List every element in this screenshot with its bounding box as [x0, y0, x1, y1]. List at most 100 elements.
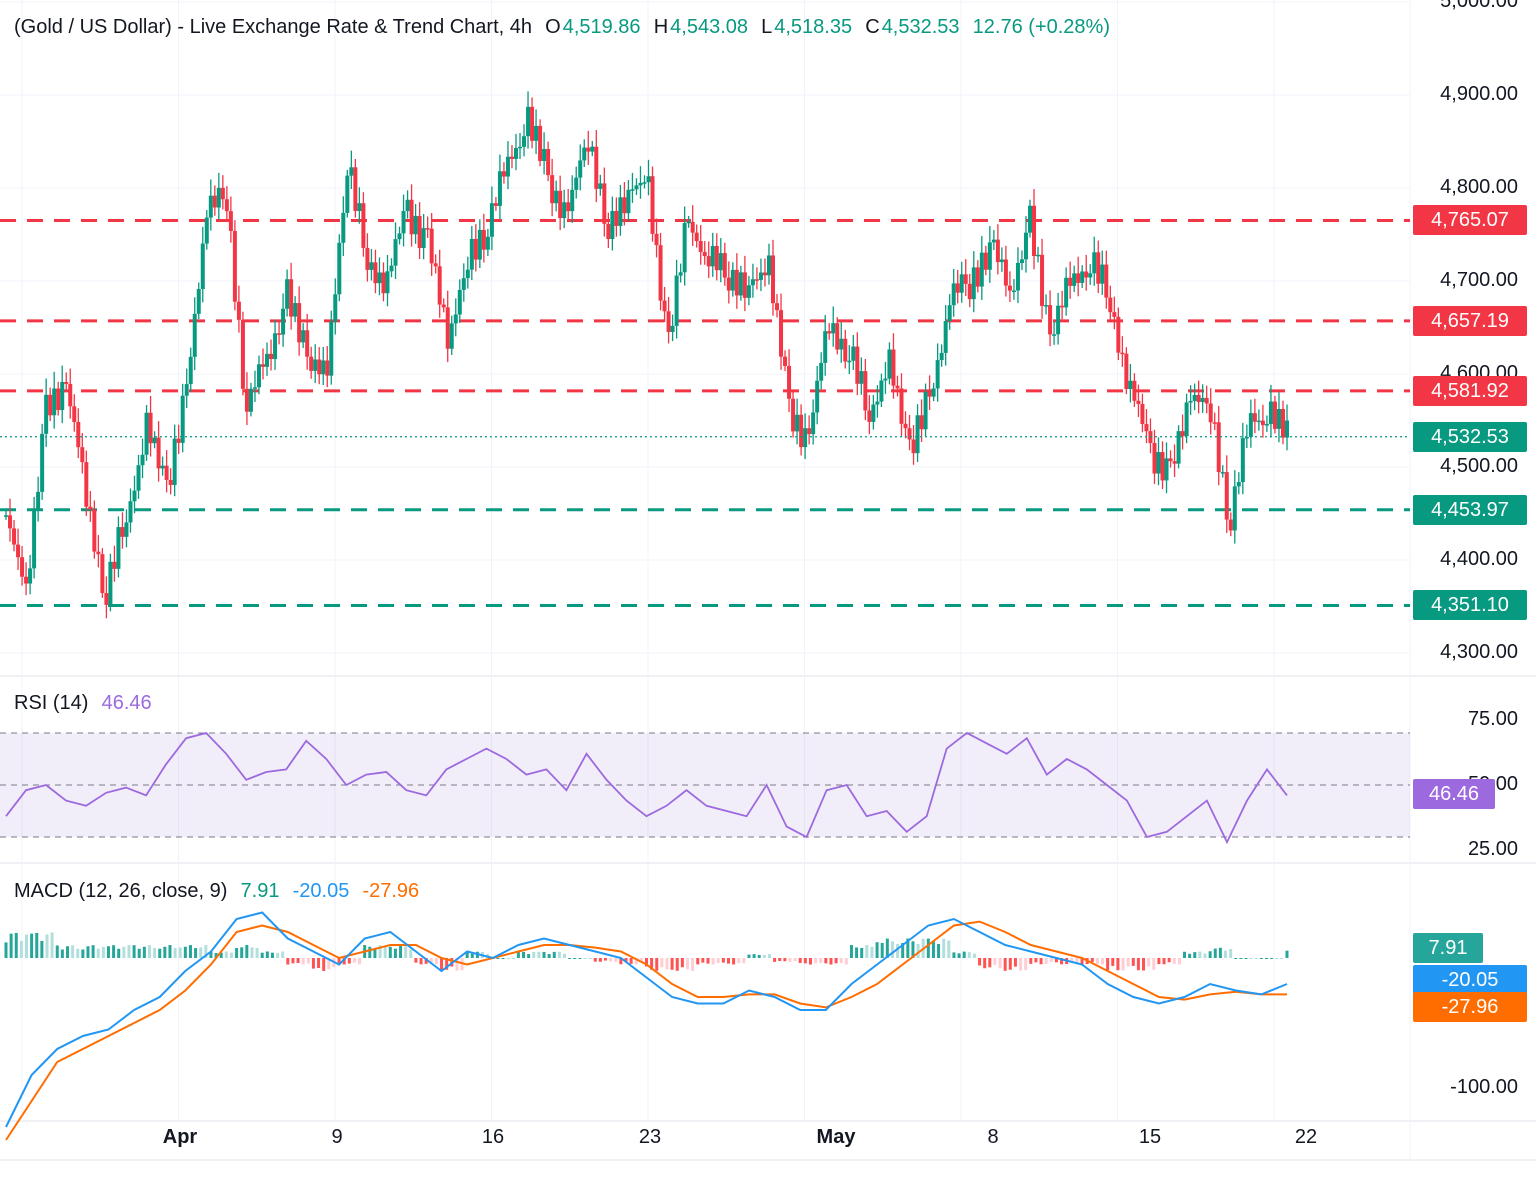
- candle-body: [60, 381, 65, 411]
- candle-body: [369, 262, 374, 270]
- macd-histogram-bar: [214, 953, 218, 958]
- macd-histogram-bar: [532, 951, 536, 958]
- macd-histogram-bar: [470, 953, 474, 958]
- macd-histogram-bar: [675, 958, 679, 971]
- macd-histogram-bar: [86, 946, 90, 958]
- macd-histogram-bar: [573, 958, 577, 959]
- candle-body: [168, 479, 173, 485]
- candle-body: [321, 360, 326, 375]
- candle-body: [301, 330, 306, 343]
- candle-body: [389, 265, 394, 272]
- candle-body: [188, 356, 193, 385]
- candle-body: [505, 156, 510, 177]
- macd-histogram-bar: [393, 948, 397, 958]
- candle-body: [1132, 380, 1137, 401]
- macd-hist-value: 7.91: [240, 880, 280, 902]
- symbol-legend: (Gold / US Dollar) - Live Exchange Rate …: [14, 16, 1112, 39]
- low-value: 4,518.35: [774, 16, 853, 38]
- candle-body: [618, 197, 623, 226]
- open-label: O: [545, 16, 561, 38]
- candle-body: [766, 255, 771, 276]
- candle-body: [690, 221, 695, 233]
- macd-histogram-bar: [496, 958, 500, 959]
- macd-histogram-bar: [399, 945, 403, 958]
- candle-body: [678, 272, 683, 276]
- candle-body: [269, 353, 274, 360]
- candle-body: [538, 125, 543, 161]
- candle-body: [116, 527, 121, 569]
- candle-body: [638, 182, 643, 186]
- macd-histogram-bar: [660, 958, 664, 968]
- macd-histogram-bar: [767, 954, 771, 958]
- candle-body: [1104, 264, 1109, 298]
- macd-histogram-bar: [1270, 958, 1274, 959]
- candle-body: [200, 243, 205, 290]
- candle-body: [261, 364, 266, 367]
- candle-body: [441, 304, 446, 308]
- macd-histogram-bar: [988, 958, 992, 968]
- macd-histogram-bar: [1208, 951, 1212, 958]
- candle-body: [281, 308, 286, 335]
- candle-body: [847, 360, 852, 363]
- macd-histogram-bar: [1167, 958, 1171, 963]
- macd-histogram-bar: [1183, 951, 1187, 958]
- candle-body: [835, 323, 840, 350]
- macd-histogram-bar: [773, 958, 777, 962]
- macd-histogram-bar: [655, 958, 659, 971]
- macd-histogram-bar: [983, 958, 987, 969]
- macd-histogram-bar: [798, 958, 802, 963]
- candle-body: [1268, 401, 1273, 425]
- rsi-line: [5, 731, 1288, 845]
- time-tick-label: 22: [1294, 1126, 1318, 1148]
- candle-body: [594, 146, 599, 189]
- candle-body: [477, 229, 482, 260]
- candle-body: [140, 454, 145, 466]
- candle-body: [381, 272, 386, 294]
- macd-histogram-bar: [993, 958, 997, 965]
- candle-body: [1140, 403, 1145, 425]
- candle-body: [309, 356, 314, 371]
- candle-body: [923, 391, 928, 430]
- candle-body: [248, 388, 253, 412]
- candle-body: [843, 338, 848, 362]
- candle-body: [1200, 397, 1205, 402]
- candle-body: [409, 199, 414, 235]
- candle-body: [437, 266, 442, 305]
- macd-histogram-bar: [793, 958, 797, 962]
- candle-body: [1060, 305, 1065, 308]
- macd-histogram-bar: [665, 958, 669, 970]
- macd-histogram-bar: [301, 958, 305, 965]
- candle-body: [385, 271, 390, 294]
- candle-body: [120, 527, 125, 537]
- candle-body: [742, 272, 747, 298]
- price-tick-label: 5,000.00: [1440, 0, 1518, 12]
- candle-body: [815, 380, 820, 413]
- candle-body: [329, 321, 334, 376]
- candle-body: [1092, 252, 1097, 274]
- candle-body: [453, 314, 458, 324]
- candle-body: [554, 190, 559, 204]
- candle-body: [1180, 431, 1185, 437]
- macd-histogram-bar: [286, 958, 290, 965]
- candle-body: [863, 371, 868, 411]
- macd-signal-badge: -27.96: [1413, 992, 1527, 1023]
- macd-histogram-bar: [952, 952, 956, 958]
- candle-body: [550, 175, 555, 204]
- macd-histogram-bar: [808, 958, 812, 965]
- macd-histogram-bar: [901, 942, 905, 958]
- macd-histogram-bar: [55, 945, 59, 958]
- macd-histogram-bar: [368, 946, 372, 958]
- candle-body: [791, 398, 796, 432]
- time-tick-label: 15: [1138, 1126, 1162, 1148]
- candle-body: [481, 229, 486, 250]
- level-price-badge: 4,351.10: [1413, 590, 1527, 621]
- candle-body: [228, 211, 233, 231]
- macd-histogram-bar: [1095, 958, 1099, 965]
- macd-histogram-bar: [245, 945, 249, 958]
- candle-body: [967, 283, 972, 300]
- candle-body: [293, 303, 298, 317]
- macd-histogram-bar: [732, 958, 736, 965]
- candle-body: [1088, 273, 1093, 278]
- macd-histogram-bar: [547, 954, 551, 958]
